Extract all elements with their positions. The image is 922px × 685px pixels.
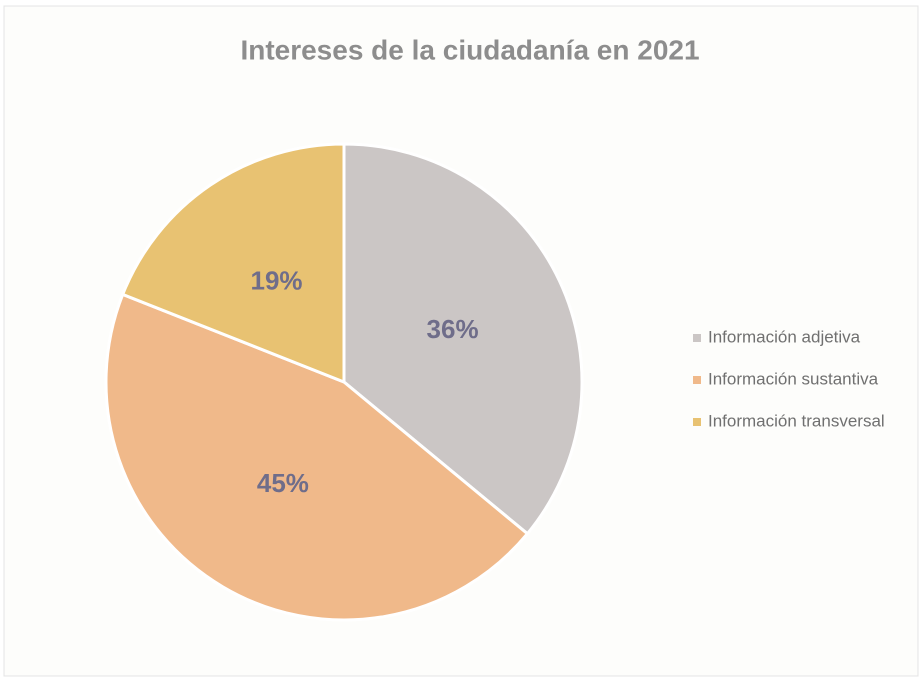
legend-label: Información adjetiva: [708, 327, 861, 346]
legend-swatch: [693, 418, 701, 426]
pie-slice: [120, 142, 346, 385]
pie-slice: [104, 292, 530, 622]
pie-slice: [342, 142, 584, 536]
legend-label: Información transversal: [708, 411, 885, 430]
chart-title: Intereses de la ciudadanía en 2021: [240, 34, 699, 65]
legend-swatch: [693, 376, 701, 384]
legend-label: Información sustantiva: [708, 369, 879, 388]
data-label: 36%: [427, 314, 479, 344]
legend-swatch: [693, 334, 701, 342]
data-label: 45%: [257, 468, 309, 498]
data-label: 19%: [251, 266, 303, 296]
